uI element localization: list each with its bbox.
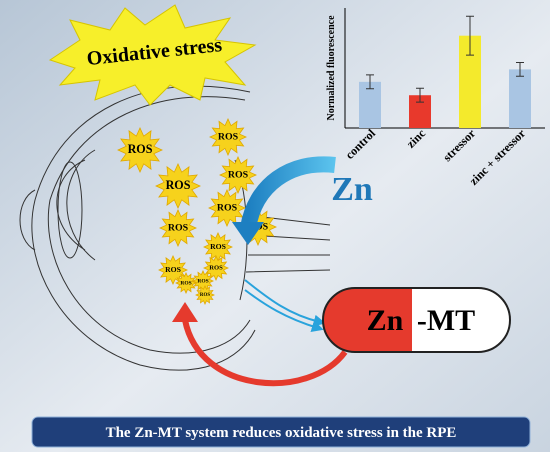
ros-burst bbox=[203, 255, 229, 281]
zn-label: Zn bbox=[331, 171, 373, 208]
error-bar bbox=[366, 74, 374, 90]
capsule-left-label: Zn bbox=[367, 304, 404, 337]
ros-burst bbox=[175, 272, 197, 294]
return-arrow bbox=[182, 319, 348, 387]
capsule-left bbox=[323, 288, 412, 352]
ros-burst bbox=[155, 163, 201, 209]
bar bbox=[409, 95, 431, 128]
ros-label: ROS bbox=[180, 280, 191, 286]
zn-arrow bbox=[240, 156, 336, 230]
ros-burst bbox=[209, 118, 247, 156]
ros-label: ROS bbox=[218, 131, 239, 142]
ros-label: ROS bbox=[128, 142, 153, 156]
ros-label: ROS bbox=[166, 178, 191, 192]
ros-label: ROS bbox=[197, 278, 208, 284]
y-axis-label: Normalized fluorescence bbox=[326, 15, 337, 121]
ros-label: ROS bbox=[209, 265, 223, 272]
banner bbox=[31, 416, 531, 448]
banner-text: The Zn-MT system reduces oxidative stres… bbox=[106, 425, 457, 441]
zn-arrowhead bbox=[232, 222, 264, 245]
capsule-right bbox=[412, 288, 510, 352]
fan-arrows bbox=[244, 279, 326, 333]
ros-burst bbox=[203, 232, 233, 262]
ros-burst bbox=[195, 285, 215, 305]
return-arrowhead bbox=[172, 302, 198, 322]
error-bar bbox=[466, 15, 474, 56]
ros-label: ROS bbox=[168, 222, 189, 233]
burst bbox=[48, 4, 257, 106]
ros-burst bbox=[219, 156, 257, 194]
ros-label: ROS bbox=[228, 169, 249, 180]
ros-burst bbox=[159, 209, 197, 247]
ros-label: ROS bbox=[210, 242, 226, 251]
ros-label: ROS bbox=[217, 202, 238, 213]
ros-burst bbox=[117, 127, 163, 173]
ros-label: ROS bbox=[165, 265, 181, 274]
error-bar bbox=[516, 61, 524, 77]
ros-label: ROS bbox=[200, 293, 210, 298]
error-bar bbox=[416, 87, 424, 103]
bar bbox=[509, 69, 531, 128]
bar bbox=[359, 81, 381, 128]
capsule-right-label: -MT bbox=[417, 304, 475, 337]
capsule-outline bbox=[322, 287, 511, 353]
bar bbox=[459, 35, 481, 128]
